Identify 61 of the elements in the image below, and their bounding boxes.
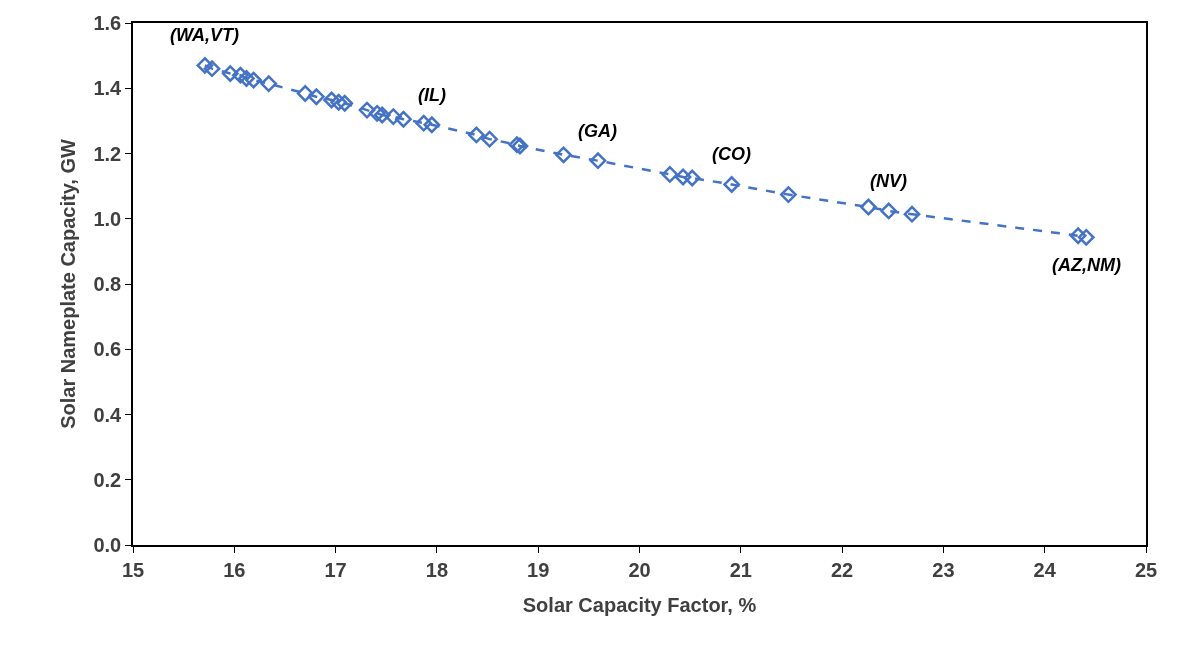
x-tick-label: 20 xyxy=(628,558,651,581)
x-axis-title: Solar Capacity Factor, % xyxy=(522,593,757,616)
point xyxy=(260,75,278,93)
point xyxy=(860,198,877,216)
point xyxy=(589,152,607,170)
point xyxy=(368,104,386,122)
y-axis-title: Solar Nameplate Capacity, GW xyxy=(57,139,80,429)
y-tick-label: 0.6 xyxy=(93,338,122,361)
annotation: (NV) xyxy=(870,171,907,191)
x-tick-label: 23 xyxy=(932,558,955,581)
x-tick-label: 15 xyxy=(121,558,145,581)
point xyxy=(674,168,692,186)
annotation: (IL) xyxy=(418,85,446,105)
annotation: (WA,VT) xyxy=(170,25,239,45)
point xyxy=(245,71,262,89)
x-tick-label: 17 xyxy=(324,558,347,581)
y-tick-label: 1.6 xyxy=(93,12,122,34)
x-tick-label: 24 xyxy=(1033,558,1057,581)
point xyxy=(661,165,679,183)
y-tick-label: 0.8 xyxy=(93,273,122,295)
point xyxy=(481,130,498,148)
point xyxy=(307,88,325,106)
point xyxy=(1077,228,1095,246)
y-tick-label: 0.4 xyxy=(93,403,123,426)
x-tick-label: 22 xyxy=(830,558,854,581)
point xyxy=(336,94,354,112)
point xyxy=(395,110,412,128)
point xyxy=(723,176,741,193)
point xyxy=(323,91,340,109)
point xyxy=(555,146,572,164)
annotation: (AZ,NM) xyxy=(1052,255,1121,275)
point xyxy=(373,106,391,124)
point xyxy=(903,205,921,223)
point xyxy=(880,202,898,220)
point xyxy=(358,101,376,119)
point xyxy=(238,70,255,87)
x-tick-label: 21 xyxy=(729,558,752,581)
point xyxy=(423,116,441,134)
point xyxy=(330,93,348,111)
x-tick-label: 25 xyxy=(1134,558,1158,581)
point xyxy=(780,186,797,204)
y-tick-label: 1.2 xyxy=(93,142,122,165)
point xyxy=(196,57,214,74)
point xyxy=(1069,227,1087,245)
point xyxy=(296,85,314,102)
x-tick-label: 19 xyxy=(527,558,550,581)
annotation: (GA) xyxy=(578,121,617,141)
annotation: (CO) xyxy=(712,144,751,164)
x-tick-label: 18 xyxy=(425,558,449,581)
x-tick-label: 16 xyxy=(223,558,246,581)
point xyxy=(683,169,701,187)
point xyxy=(468,126,485,144)
point xyxy=(221,65,239,82)
point xyxy=(415,114,433,132)
point xyxy=(203,60,221,78)
point xyxy=(384,108,402,126)
y-tick-label: 0.0 xyxy=(93,534,122,556)
point xyxy=(231,66,249,84)
y-tick-label: 1.4 xyxy=(93,77,123,100)
y-tick-label: 0.2 xyxy=(93,468,122,491)
y-tick-label: 1.0 xyxy=(93,207,122,230)
